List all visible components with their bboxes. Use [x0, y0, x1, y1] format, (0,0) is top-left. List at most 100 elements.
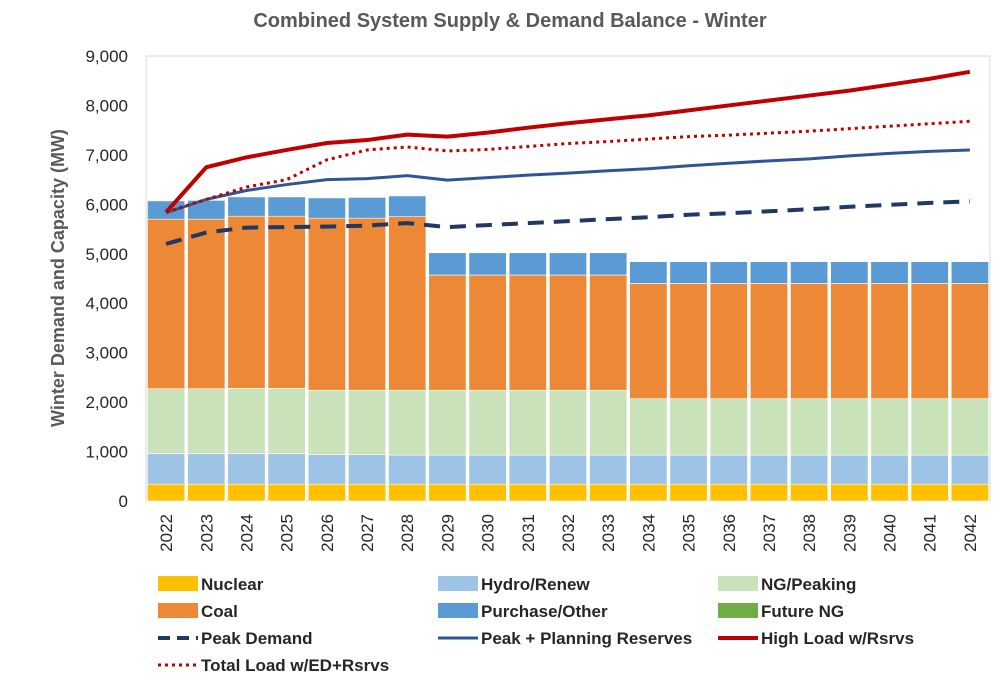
- bar-purchase-other: [549, 252, 587, 276]
- y-tick-label: 2,000: [85, 393, 128, 412]
- bar-nuclear: [468, 483, 507, 502]
- bar-coal: [147, 218, 186, 390]
- bar-ng-peaking: [910, 398, 949, 456]
- bar-purchase-other: [227, 196, 266, 217]
- bar-purchase-other: [589, 252, 628, 276]
- x-tick-label: 2041: [921, 514, 940, 552]
- legend-label-total-load-w-ed-rsrvs: Total Load w/ED+Rsrvs: [201, 656, 389, 675]
- x-tick-label: 2030: [479, 514, 498, 552]
- bar-nuclear: [629, 483, 668, 502]
- bar-ng-peaking: [589, 389, 628, 456]
- bar-nuclear: [589, 483, 628, 502]
- y-tick-label: 4,000: [85, 294, 128, 313]
- x-tick-label: 2031: [519, 514, 538, 552]
- bar-purchase-other: [709, 261, 748, 284]
- bar-nuclear: [830, 483, 869, 502]
- bar-coal: [749, 283, 788, 399]
- bar-hydro-renew: [669, 454, 708, 485]
- legend-label-ng-peaking: NG/Peaking: [761, 575, 856, 594]
- bar-ng-peaking: [307, 389, 346, 455]
- line-peak-demand: [165, 199, 970, 246]
- y-tick-label: 9,000: [85, 47, 128, 66]
- bar-hydro-renew: [388, 454, 427, 485]
- bar-coal: [388, 216, 427, 391]
- legend-swatch-future-ng: [718, 603, 758, 618]
- legend: Nuclear Hydro/Renew NG/Peaking Coal Purchase…: [158, 575, 914, 675]
- bar-purchase-other: [950, 261, 989, 284]
- bar-ng-peaking: [870, 398, 909, 456]
- legend-swatch-purchase-other: [438, 603, 478, 618]
- bar-purchase-other: [508, 252, 547, 276]
- x-tick-label: 2024: [237, 514, 256, 552]
- x-tick-label: 2040: [881, 514, 900, 552]
- bar-purchase-other: [468, 252, 507, 276]
- bar-ng-peaking: [508, 389, 547, 456]
- bar-purchase-other: [267, 196, 306, 217]
- bar-purchase-other: [749, 261, 788, 284]
- bar-purchase-other: [790, 261, 829, 284]
- bar-hydro-renew: [629, 454, 668, 485]
- bar-ng-peaking: [950, 398, 989, 456]
- bar-hydro-renew: [508, 454, 547, 485]
- bar-hydro-renew: [749, 454, 788, 485]
- y-tick-label: 0: [119, 492, 128, 511]
- bar-coal: [428, 274, 467, 391]
- bar-ng-peaking: [790, 398, 829, 456]
- bar-purchase-other: [629, 261, 668, 284]
- bar-ng-peaking: [348, 389, 387, 455]
- y-tick-label: 3,000: [85, 344, 128, 363]
- y-tick-label: 1,000: [85, 443, 128, 462]
- legend-label-peak-planning-reserves: Peak + Planning Reserves: [481, 629, 692, 648]
- legend-label-coal: Coal: [201, 602, 238, 621]
- bar-coal: [508, 274, 547, 391]
- bar-nuclear: [428, 483, 467, 502]
- bar-hydro-renew: [468, 454, 507, 485]
- bar-coal: [307, 217, 346, 391]
- bar-nuclear: [267, 483, 306, 502]
- bar-hydro-renew: [549, 454, 587, 485]
- x-tick-label: 2026: [318, 514, 337, 552]
- bar-nuclear: [910, 483, 949, 502]
- bar-coal: [830, 283, 869, 399]
- bar-coal: [790, 283, 829, 399]
- bar-coal: [589, 274, 628, 391]
- bar-coal: [709, 283, 748, 399]
- bar-purchase-other: [307, 197, 346, 219]
- bar-hydro-renew: [830, 454, 869, 485]
- y-axis: 0 1,000 2,000 3,000 4,000 5,000 6,000 7,000 8,00…: [85, 47, 128, 511]
- bar-ng-peaking: [267, 387, 306, 454]
- bar-coal: [468, 274, 507, 391]
- bar-hydro-renew: [790, 454, 829, 485]
- bar-purchase-other: [910, 261, 949, 284]
- bar-hydro-renew: [910, 454, 949, 485]
- y-tick-label: 5,000: [85, 245, 128, 264]
- bar-hydro-renew: [428, 454, 467, 485]
- y-axis-label: Winter Demand and Capacity (MW): [48, 129, 68, 427]
- x-tick-label: 2039: [840, 514, 859, 552]
- bar-hydro-renew: [227, 453, 266, 485]
- line-group: [164, 69, 971, 246]
- bar-coal: [870, 283, 909, 399]
- y-tick-label: 6,000: [85, 195, 128, 214]
- bar-nuclear: [709, 483, 748, 502]
- bar-coal: [549, 274, 587, 391]
- legend-label-purchase-other: Purchase/Other: [481, 602, 608, 621]
- bar-nuclear: [950, 483, 989, 502]
- bar-coal: [669, 283, 708, 399]
- bar-nuclear: [307, 483, 346, 502]
- bar-ng-peaking: [830, 398, 869, 456]
- x-tick-label: 2029: [438, 514, 457, 552]
- bar-ng-peaking: [629, 398, 668, 456]
- bar-purchase-other: [669, 261, 708, 284]
- y-tick-label: 8,000: [85, 96, 128, 115]
- bar-ng-peaking: [709, 398, 748, 456]
- legend-swatch-coal: [158, 603, 198, 618]
- bar-ng-peaking: [749, 398, 788, 456]
- bar-purchase-other: [428, 252, 467, 276]
- x-tick-label: 2023: [197, 514, 216, 552]
- legend-swatch-nuclear: [158, 576, 198, 591]
- bar-hydro-renew: [147, 453, 186, 485]
- bar-ng-peaking: [147, 388, 186, 454]
- bar-ng-peaking: [428, 389, 467, 456]
